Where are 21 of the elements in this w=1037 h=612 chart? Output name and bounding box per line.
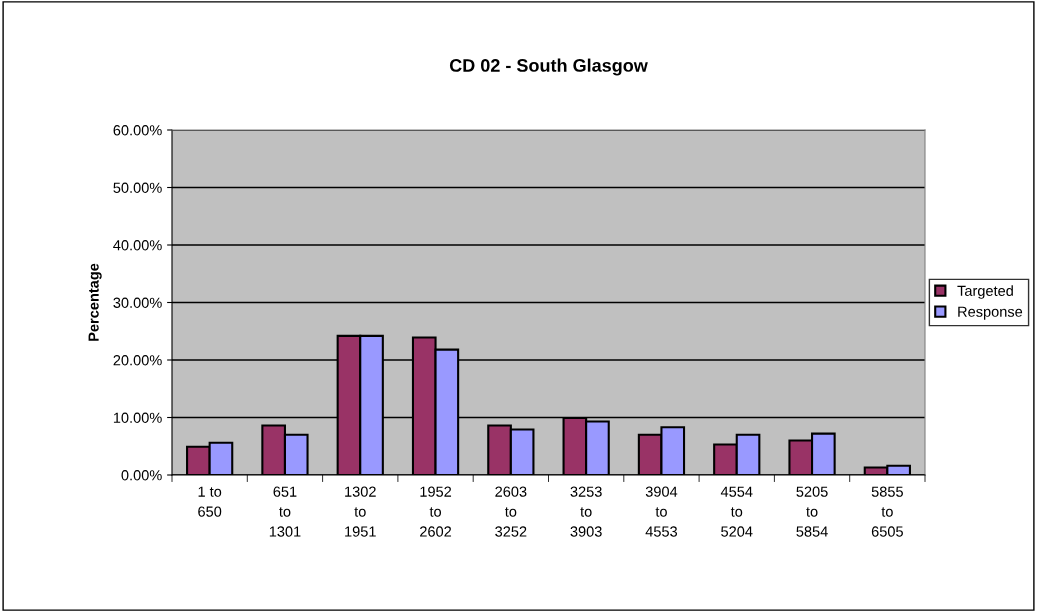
- y-tick-label: 50.00%: [113, 182, 162, 193]
- x-tick-label: 3253 to 3903: [570, 486, 602, 537]
- y-tick-label: 40.00%: [113, 240, 162, 251]
- x-tick-label: 1302 to 1951: [345, 486, 376, 537]
- y-tick-label: 0.00%: [121, 470, 162, 481]
- y-tick-label: 30.00%: [113, 297, 162, 308]
- x-tick-label: 5855 to 6505: [871, 486, 903, 537]
- x-tick-label: 1952 to 2602: [420, 486, 452, 537]
- x-tick-label: 1 to 650: [198, 486, 222, 517]
- y-axis-title: Percentage: [88, 263, 102, 341]
- y-tick-label: 60.00%: [113, 125, 162, 136]
- legend-label: Response: [958, 306, 1023, 320]
- x-tick-label: 651 to 1301: [269, 486, 301, 537]
- chart-title: CD 02 - South Glasgow: [449, 58, 648, 76]
- x-tick-label: 3904 to 4553: [645, 486, 678, 537]
- y-tick-label: 20.00%: [113, 355, 162, 366]
- y-tick-label: 10.00%: [113, 412, 162, 423]
- x-tick-label: 5205 to 5854: [796, 486, 828, 537]
- legend-label: Targeted: [957, 285, 1013, 299]
- x-tick-label: 2603 to 3252: [495, 486, 527, 537]
- x-tick-label: 4554 to 5204: [720, 486, 753, 537]
